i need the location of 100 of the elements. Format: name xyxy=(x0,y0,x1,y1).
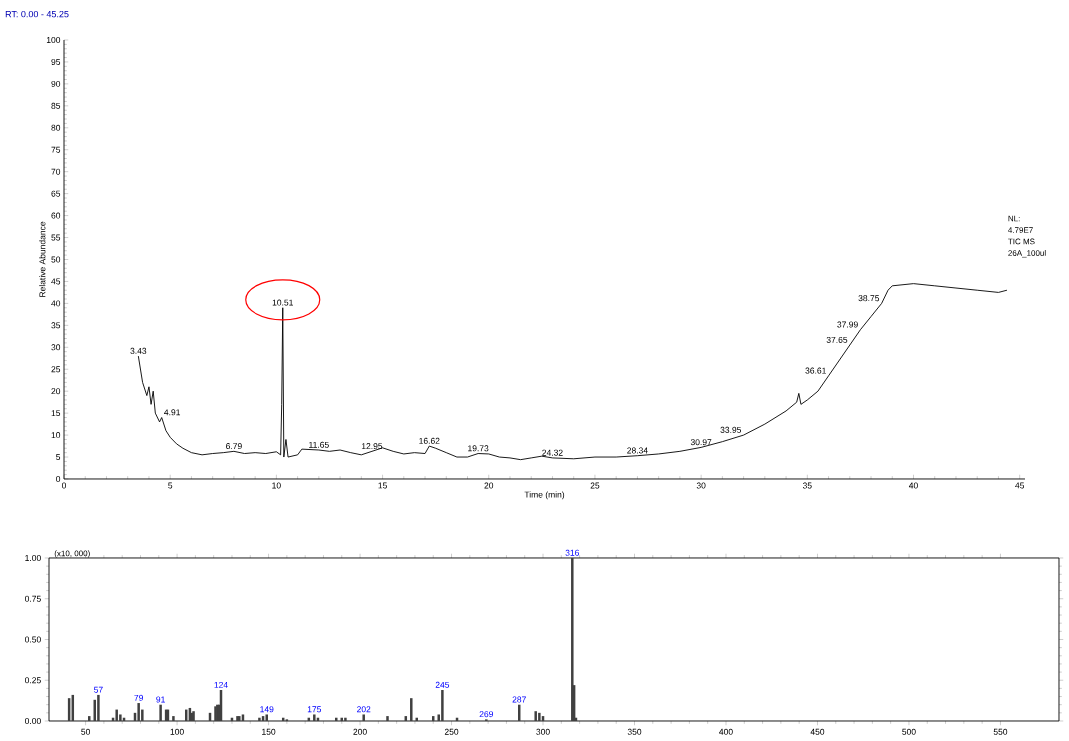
annotation: 316 xyxy=(565,549,580,556)
bar xyxy=(265,714,268,721)
y-tick-label: 80 xyxy=(51,124,61,131)
y-tick-label: 5 xyxy=(56,454,61,460)
annotation: 175 xyxy=(307,706,322,713)
y-tick-label: 35 xyxy=(51,322,61,329)
annotation: 4.79E7 xyxy=(1008,227,1033,233)
annotation: TIC MS xyxy=(1008,238,1035,245)
annotation: 91 xyxy=(156,696,165,703)
x-tick-label: 500 xyxy=(902,728,916,735)
x-tick-label: 40 xyxy=(908,482,918,489)
bar xyxy=(159,704,162,721)
annotation: 33.95 xyxy=(720,426,742,433)
y-tick-label: 65 xyxy=(51,190,61,197)
y-tick-label: 0.50 xyxy=(24,636,41,643)
annotation: 79 xyxy=(134,694,143,701)
annotation: 16.62 xyxy=(419,437,440,444)
annotation: 287 xyxy=(512,696,526,703)
y-tick-label: 0.00 xyxy=(24,717,41,724)
y-tick-label: 95 xyxy=(51,58,61,65)
y-tick-label: 45 xyxy=(51,278,61,285)
annotation: 36.61 xyxy=(805,367,826,374)
text: (x10, 000) xyxy=(54,550,90,558)
y-tick-label: 85 xyxy=(51,102,61,109)
annotation: 19.73 xyxy=(468,445,489,452)
annotation: 4.91 xyxy=(164,409,181,416)
y-axis-title: Relative Abundance xyxy=(39,221,46,297)
x-tick-label: 0 xyxy=(61,482,67,489)
bar xyxy=(571,557,574,721)
x-tick-label: 5 xyxy=(168,482,173,489)
bar xyxy=(335,717,338,721)
annotation: 3.43 xyxy=(130,347,147,354)
bar xyxy=(344,717,347,721)
y-tick-label: 1.00 xyxy=(25,554,41,561)
annotation: 11.65 xyxy=(309,441,329,448)
annotation: 30.97 xyxy=(690,439,712,446)
y-tick-label: 100 xyxy=(46,36,61,43)
bar xyxy=(97,694,100,721)
bar xyxy=(534,711,537,721)
x-tick-label: 30 xyxy=(696,482,706,489)
x-tick-label: 45 xyxy=(1015,482,1025,489)
y-tick-label: 15 xyxy=(51,410,61,417)
y-tick-label: 0.75 xyxy=(24,595,41,602)
bar xyxy=(88,716,91,721)
y-tick-label: 55 xyxy=(51,234,61,241)
x-tick-label: 450 xyxy=(810,728,825,735)
annotation: 26A_100ul xyxy=(1008,250,1046,258)
x-tick-label: 250 xyxy=(444,728,459,735)
annotation: 37.65 xyxy=(826,336,848,343)
annotation: 124 xyxy=(214,681,228,688)
y-tick-label: 75 xyxy=(51,146,61,153)
bar xyxy=(172,716,175,721)
annotation: 149 xyxy=(260,706,274,713)
x-tick-label: 150 xyxy=(262,728,276,735)
y-tick-label: 60 xyxy=(51,212,61,219)
bar xyxy=(115,709,118,721)
x-tick-label: 400 xyxy=(719,728,733,735)
y-tick-label: 40 xyxy=(51,300,61,307)
y-tick-label: 50 xyxy=(51,256,61,263)
annotation: 10.51 xyxy=(272,299,293,306)
bar xyxy=(386,716,389,721)
annotation: 6.79 xyxy=(226,443,242,450)
annotation: 28.34 xyxy=(627,447,648,454)
bar xyxy=(137,703,140,721)
y-tick-label: 20 xyxy=(51,388,61,395)
x-tick-label: 550 xyxy=(993,728,1008,735)
y-tick-label: 25 xyxy=(51,366,61,373)
x-tick-label: 20 xyxy=(484,482,494,489)
annotation: 269 xyxy=(479,711,493,718)
y-tick-label: 90 xyxy=(51,80,61,87)
chart-title: RT: 0.00 - 45.25 xyxy=(5,10,69,18)
x-tick-label: 15 xyxy=(378,482,387,489)
bar xyxy=(441,690,444,721)
bar xyxy=(119,714,122,721)
x-tick-label: 100 xyxy=(170,728,184,735)
annotation: 24.32 xyxy=(542,449,563,456)
x-tick-label: 350 xyxy=(627,728,642,735)
annotation: 245 xyxy=(435,681,450,688)
y-tick-label: 10 xyxy=(51,432,61,439)
x-tick-label: 10 xyxy=(272,482,281,489)
annotation: 38.75 xyxy=(858,295,880,302)
x-axis-title: Time (min) xyxy=(524,491,565,500)
annotation: NL: xyxy=(1008,215,1020,222)
annotation: 12.95 xyxy=(361,443,383,450)
annotation: 37.99 xyxy=(837,321,858,328)
bar xyxy=(538,712,541,721)
y-tick-label: 0 xyxy=(56,475,61,482)
annotation: 57 xyxy=(94,686,103,693)
x-tick-label: 200 xyxy=(353,728,367,735)
bar xyxy=(258,717,261,721)
x-tick-label: 300 xyxy=(536,728,550,735)
bar xyxy=(410,698,413,721)
x-tick-label: 35 xyxy=(802,482,812,489)
x-tick-label: 50 xyxy=(81,728,90,735)
annotation: 202 xyxy=(357,706,371,713)
y-tick-label: 30 xyxy=(51,344,61,351)
x-tick-label: 25 xyxy=(590,482,600,489)
y-tick-label: 0.25 xyxy=(24,677,41,684)
y-tick-label: 70 xyxy=(51,168,61,175)
bar xyxy=(362,714,365,721)
